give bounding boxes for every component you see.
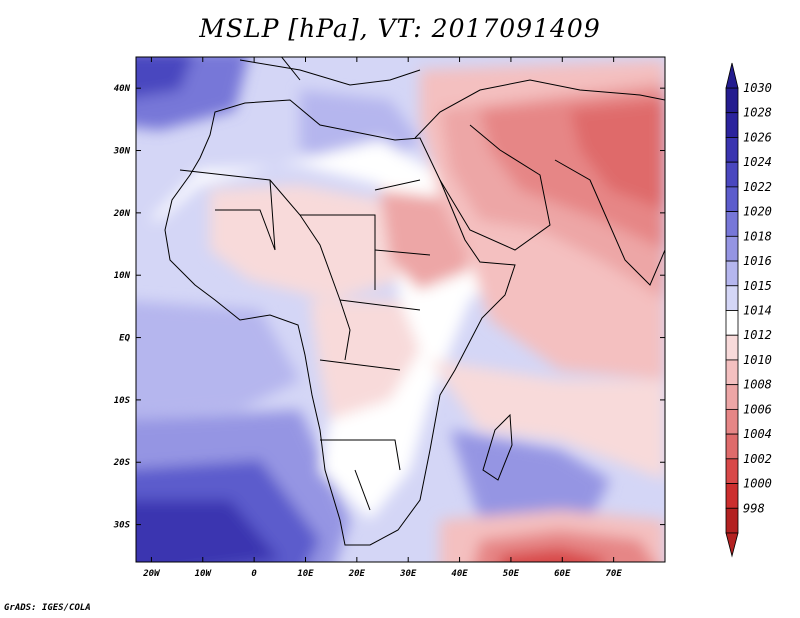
colorbar-swatch xyxy=(725,507,739,534)
colorbar-swatch xyxy=(725,137,739,163)
colorbar-label: 1024 xyxy=(743,155,772,169)
lon-tick-label: 0 xyxy=(251,569,257,579)
colorbar-swatch xyxy=(725,384,739,410)
axes: 20W 10W 0 10E 20E 30E 40E 50E 60E 70E 40N 30N 20N 10N… xyxy=(113,57,665,579)
colorbar-swatch xyxy=(725,334,739,361)
lat-tick-label: 30N xyxy=(113,147,131,157)
lon-tick-label: 10W xyxy=(195,569,213,579)
colorbar-label: 1016 xyxy=(743,254,772,268)
colorbar-label: 1014 xyxy=(743,304,772,318)
lon-tick-label: 60E xyxy=(554,569,571,579)
colorbar-label: 1028 xyxy=(743,106,772,120)
lat-tick-label: 20S xyxy=(113,458,131,468)
colorbar-label: 1020 xyxy=(743,205,772,219)
colorbar-top-arrow xyxy=(725,62,739,89)
colorbar-swatch xyxy=(725,408,739,435)
lat-tick-label: 40N xyxy=(114,84,131,94)
coastlines xyxy=(164,57,665,546)
colorbar-swatch xyxy=(725,359,739,386)
colorbar-swatch xyxy=(725,161,739,188)
map-title: MSLP [hPa], VT: 2017091409 xyxy=(199,14,601,43)
colorbar-label: 1018 xyxy=(743,229,772,243)
colorbar-bottom-arrow xyxy=(725,532,739,558)
plot-frame xyxy=(135,56,666,563)
lon-tick-label: 50E xyxy=(503,569,520,579)
colorbar-swatch xyxy=(725,112,739,138)
grads-credit: GrADS: IGES/COLA xyxy=(4,603,91,613)
colorbar-label: 1004 xyxy=(743,427,772,441)
colorbar-swatch xyxy=(725,433,739,460)
colorbar-swatch xyxy=(725,310,739,336)
colorbar-swatch xyxy=(725,211,739,237)
colorbar-label: 1008 xyxy=(743,378,772,392)
pressure-field xyxy=(136,57,665,562)
lat-tick-label: EQ xyxy=(119,334,130,344)
colorbar-label: 998 xyxy=(743,501,765,515)
colorbar-label: 1002 xyxy=(743,452,772,466)
lat-tick-label: 30S xyxy=(113,521,131,531)
colorbar: 1030 1028 1026 1024 1022 1020 1018 1016 1015 1014… xyxy=(725,62,772,558)
lat-tick-label: 10N xyxy=(114,271,131,281)
colorbar-label: 1022 xyxy=(743,180,772,194)
colorbar-label: 1015 xyxy=(743,279,772,293)
colorbar-swatch xyxy=(725,285,739,311)
lat-tick-label: 20N xyxy=(113,209,131,219)
colorbar-swatch xyxy=(725,87,739,114)
colorbar-label: 1000 xyxy=(743,477,772,491)
colorbar-swatch xyxy=(725,458,739,484)
lon-tick-label: 30E xyxy=(399,569,417,579)
colorbar-swatch xyxy=(725,260,739,287)
colorbar-label: 1006 xyxy=(743,402,772,416)
colorbar-label: 1026 xyxy=(743,130,772,144)
lat-tick-label: 10S xyxy=(114,396,131,406)
colorbar-label: 1012 xyxy=(743,328,772,342)
colorbar-swatch xyxy=(725,483,739,509)
colorbar-swatch xyxy=(725,186,739,213)
lon-tick-label: 10E xyxy=(297,569,314,579)
colorbar-swatch xyxy=(725,235,739,262)
colorbar-label: 1010 xyxy=(743,353,772,367)
lon-tick-label: 20W xyxy=(142,569,161,579)
lon-tick-label: 20E xyxy=(348,569,366,579)
lon-tick-label: 70E xyxy=(606,569,623,579)
colorbar-label: 1030 xyxy=(743,81,772,95)
lon-tick-label: 40E xyxy=(451,569,468,579)
